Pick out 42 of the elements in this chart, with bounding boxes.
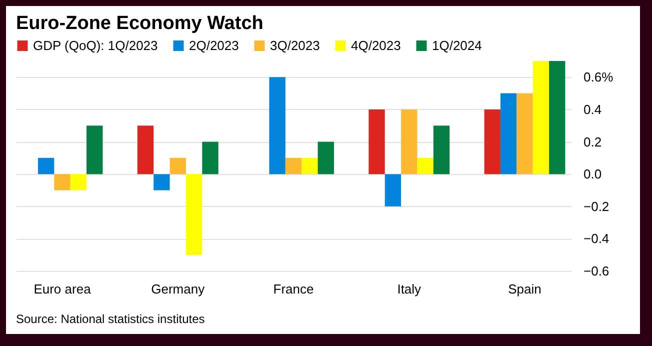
bar [500, 93, 517, 174]
legend-label: GDP (QoQ): 1Q/2023 [33, 38, 158, 53]
y-tick-label: −0.4 [584, 231, 610, 246]
bar [532, 61, 550, 174]
bar [170, 158, 186, 174]
y-tick-label: 0.4 [584, 102, 602, 117]
bar [54, 174, 70, 190]
bar [137, 126, 154, 174]
x-tick-label: Euro area [34, 282, 92, 296]
x-tick-label: Spain [508, 282, 542, 296]
x-tick-label: Italy [397, 282, 422, 296]
bar [302, 158, 318, 174]
bar [318, 142, 334, 174]
bar [154, 174, 170, 190]
source-note: Source: National statistics institutes [16, 312, 205, 326]
bar [70, 174, 87, 190]
bar [202, 142, 218, 174]
chart-title: Euro-Zone Economy Watch [16, 13, 264, 34]
y-tick-label: 0.2 [584, 134, 602, 150]
y-tick-label: 0.0 [584, 166, 602, 182]
bar [516, 93, 533, 174]
bar [285, 158, 302, 174]
bar [86, 126, 103, 174]
x-tick-label: Germany [151, 282, 206, 296]
bar [549, 61, 566, 174]
bar [269, 77, 286, 174]
bar [384, 174, 402, 206]
y-tick-label: 0.6% [584, 70, 614, 85]
bar [38, 158, 54, 174]
legend-label: 2Q/2023 [189, 38, 239, 53]
legend-label: 3Q/2023 [270, 38, 320, 53]
bar [484, 109, 500, 174]
y-tick-label: −0.6 [584, 264, 610, 278]
bar [186, 174, 202, 255]
legend-label: 4Q/2023 [351, 38, 401, 53]
x-tick-label: France [273, 282, 314, 296]
y-tick-label: −0.2 [584, 198, 610, 214]
legend-label: 1Q/2024 [432, 38, 482, 53]
bar [401, 109, 418, 174]
bar [368, 109, 385, 174]
bar [433, 126, 450, 174]
bar [417, 158, 434, 174]
